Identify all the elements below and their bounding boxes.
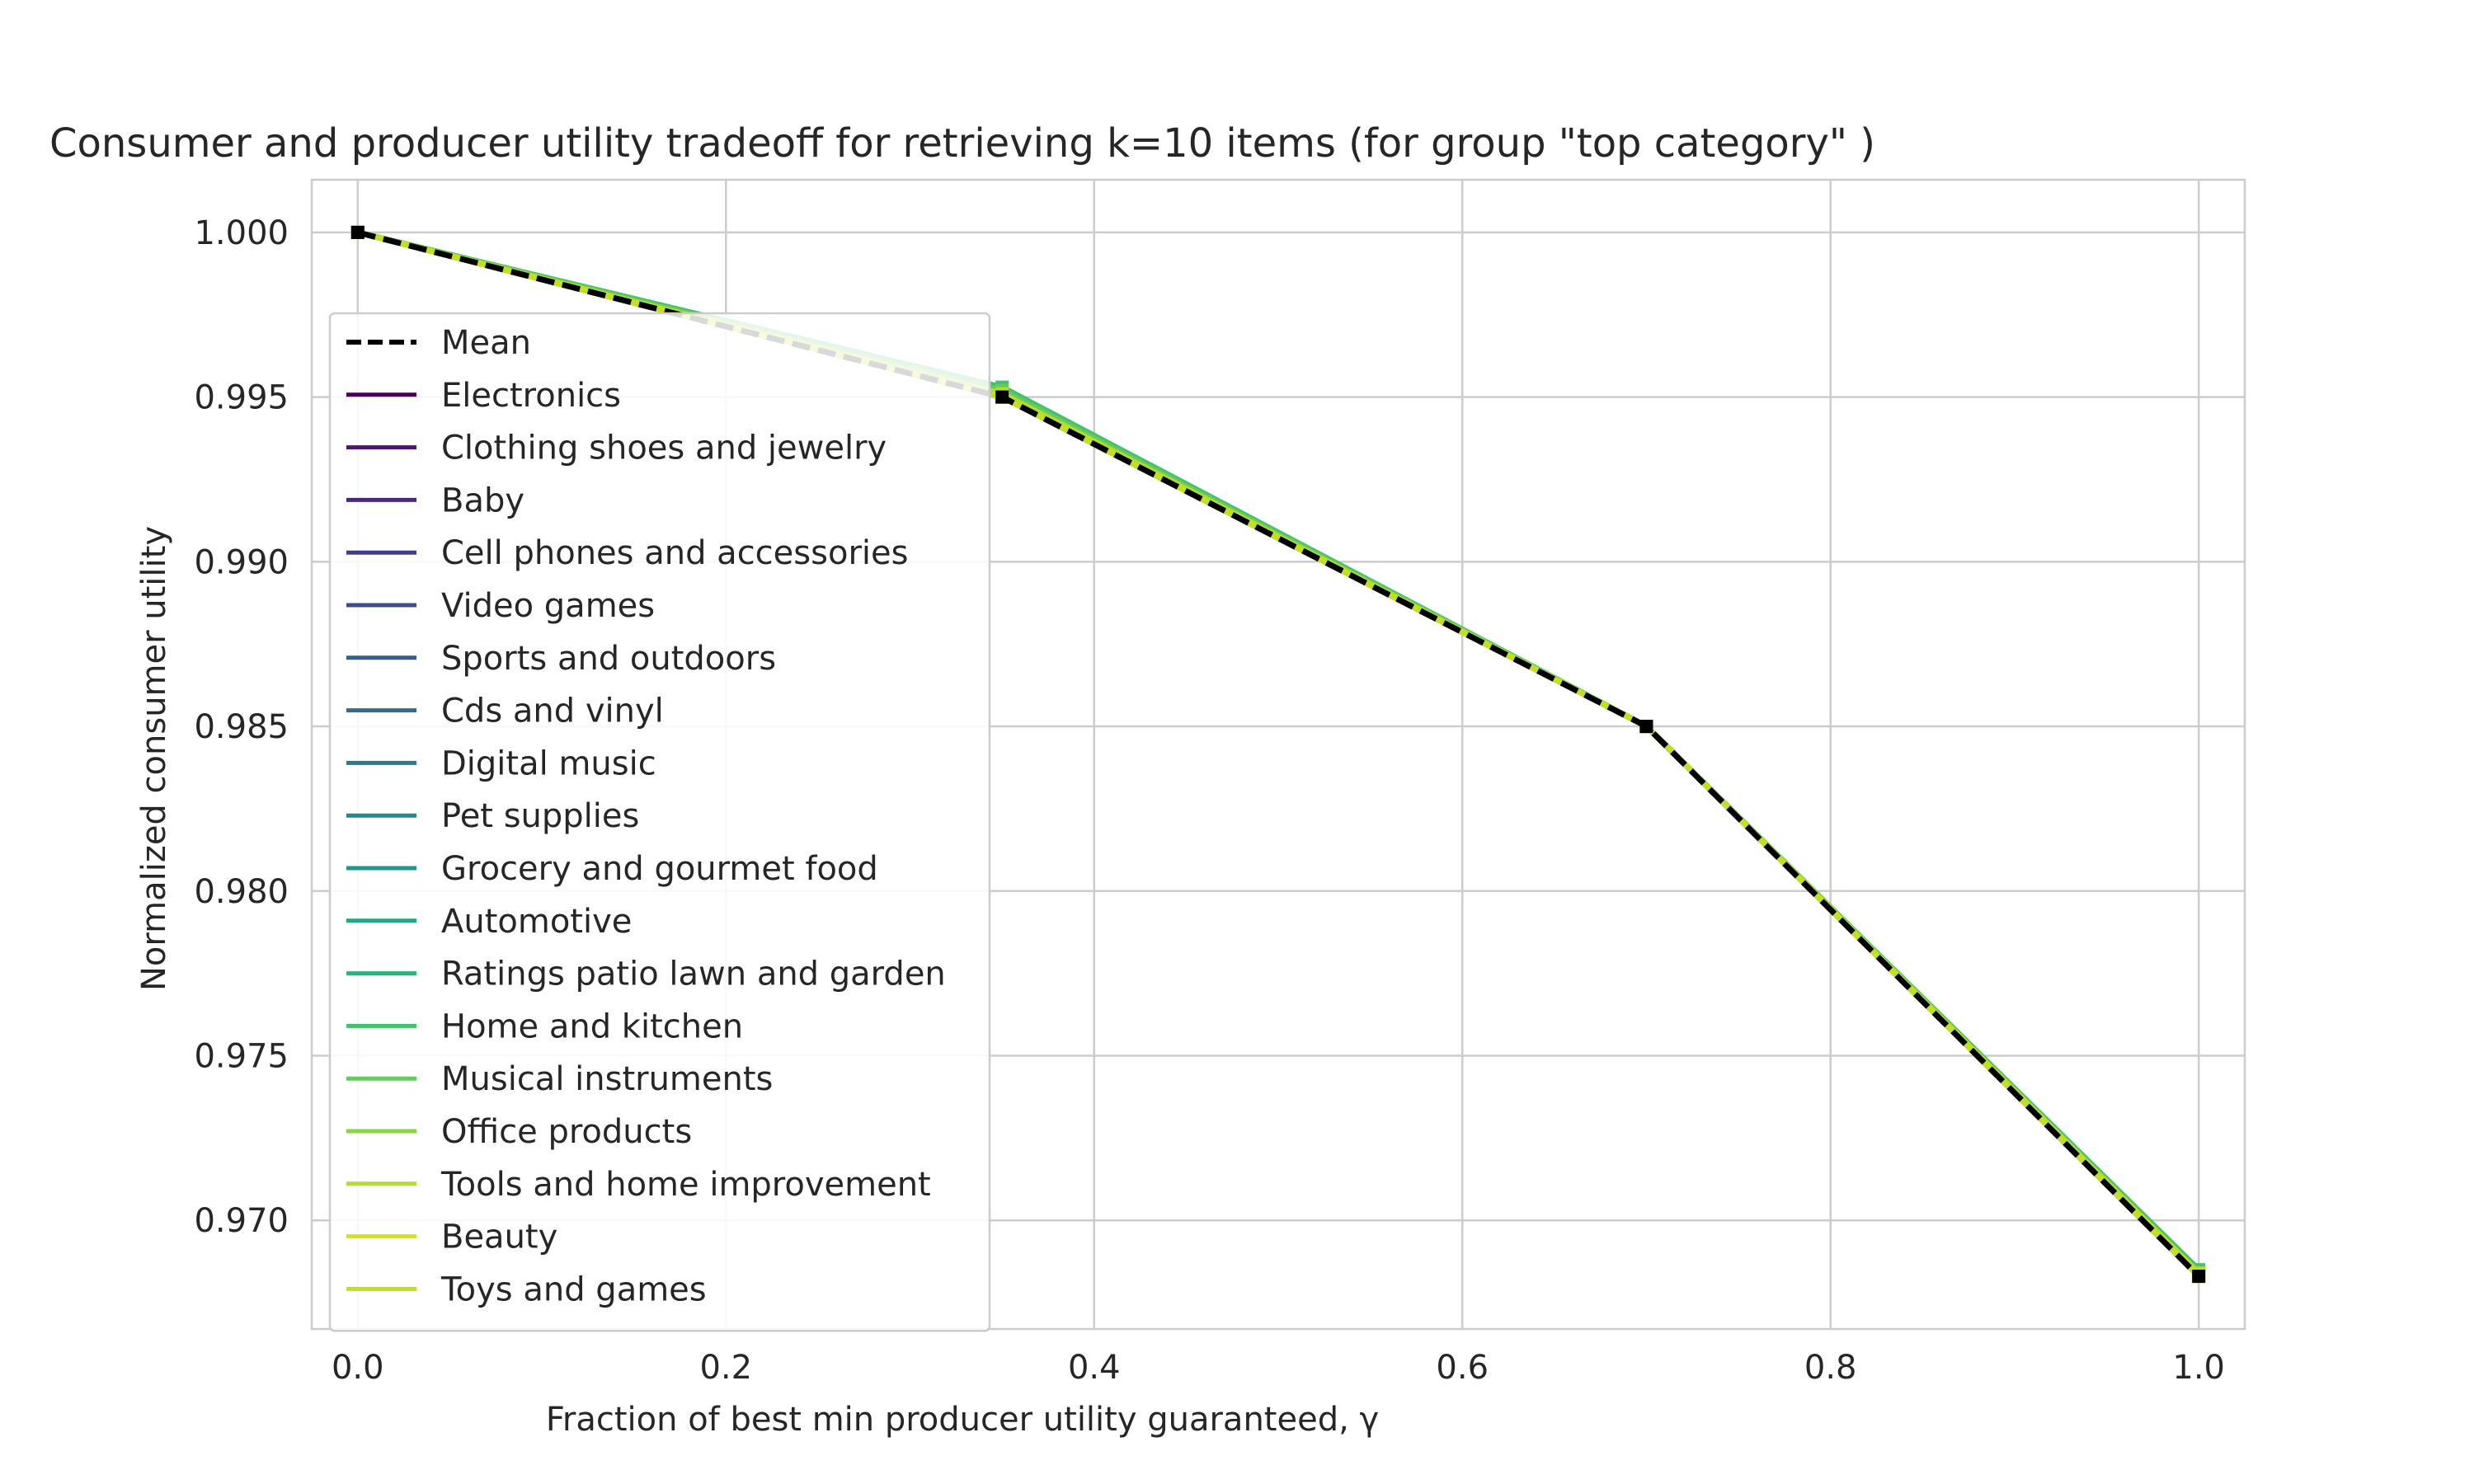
x-tick-label: 0.2 [699,1349,752,1387]
x-tick-label: 0.0 [332,1349,384,1387]
legend-label: Clothing shoes and jewelry [441,430,887,467]
mean-marker [350,225,365,239]
y-tick-label: 0.975 [194,1037,289,1075]
legend-label: Grocery and gourmet food [441,850,878,888]
y-tick-label: 0.990 [194,543,289,581]
y-tick-label: 0.985 [194,708,289,746]
legend-label: Tools and home improvement [440,1166,931,1204]
legend-label: Mean [441,324,531,362]
legend-label: Musical instruments [441,1060,773,1098]
legend-label: Pet supplies [441,797,639,835]
x-axis-ticks: 0.0 0.2 0.4 0.6 0.8 1.0 [332,1349,2225,1387]
legend: Mean Electronics Clothing shoes and jewelr… [328,312,991,1332]
x-tick-label: 0.4 [1068,1349,1121,1387]
legend-label: Digital music [441,744,656,782]
legend-label: Cell phones and accessories [441,534,908,572]
plot-frame [310,178,2246,1331]
legend-label: Automotive [441,903,632,941]
legend-label: Electronics [441,377,621,415]
legend-label: Baby [441,481,524,519]
legend-box [328,312,991,1332]
y-tick-label: 1.000 [194,214,289,252]
legend-label: Video games [441,587,655,625]
legend-label: Office products [441,1113,692,1151]
y-axis-label: Normalized consumer utility [135,526,173,991]
x-tick-label: 0.8 [1804,1349,1857,1387]
legend-label: Sports and outdoors [441,640,776,678]
legend-label: Home and kitchen [441,1007,743,1045]
x-tick-label: 0.6 [1436,1349,1489,1387]
mean-marker [1639,720,1653,734]
legend-label: Cds and vinyl [441,693,664,730]
legend-label: Beauty [441,1219,557,1256]
y-tick-label: 0.970 [194,1202,289,1240]
y-tick-label: 0.995 [194,379,289,417]
mean-marker [2192,1270,2206,1284]
x-tick-label: 1.0 [2172,1349,2225,1387]
chart-title: Consumer and producer utility tradeoff f… [49,120,1875,167]
legend-label: Toys and games [440,1270,707,1308]
legend-label: Ratings patio lawn and garden [441,956,946,993]
x-axis-label: Fraction of best min producer utility gu… [546,1401,1379,1439]
y-tick-label: 0.980 [194,873,289,911]
mean-marker [995,390,1009,404]
y-axis-ticks: 0.970 0.975 0.980 0.985 0.990 0.995 1.000 [194,214,289,1240]
